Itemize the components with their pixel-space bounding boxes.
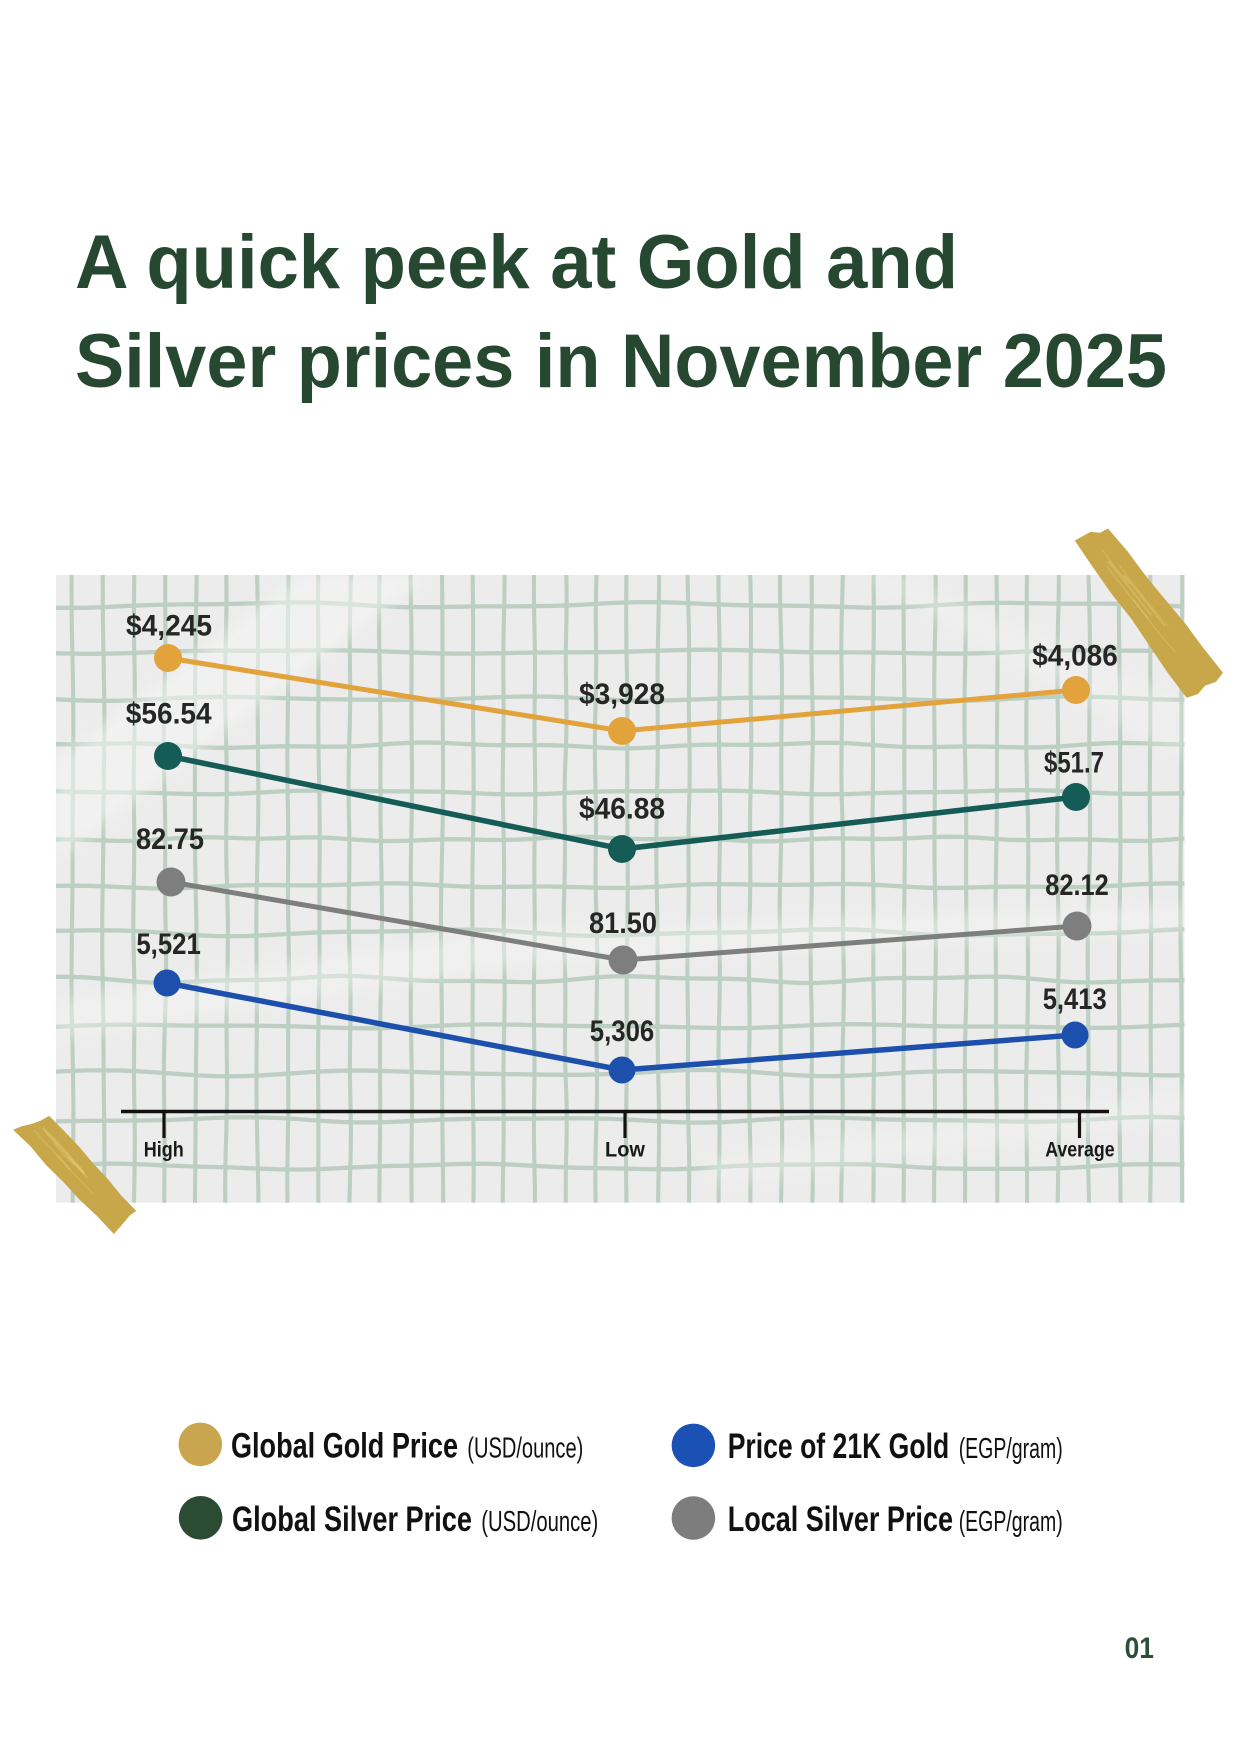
svg-text:$46.88: $46.88	[579, 793, 665, 826]
svg-text:Global Silver Price: Global Silver Price	[232, 1499, 472, 1539]
svg-text:Average: Average	[1045, 1139, 1114, 1162]
svg-text:$56.54: $56.54	[126, 698, 212, 731]
svg-text:$4,245: $4,245	[126, 610, 212, 643]
svg-text:81.50: 81.50	[589, 907, 657, 940]
svg-text:$51.7: $51.7	[1044, 747, 1104, 780]
svg-text:5,521: 5,521	[136, 928, 201, 961]
svg-text:(EGP/gram): (EGP/gram)	[959, 1506, 1063, 1538]
svg-text:(EGP/gram): (EGP/gram)	[959, 1433, 1063, 1465]
svg-text:$4,086: $4,086	[1032, 640, 1118, 673]
svg-text:Price of 21K Gold: Price of 21K Gold	[728, 1426, 950, 1466]
svg-text:5,413: 5,413	[1043, 983, 1107, 1016]
svg-text:5,306: 5,306	[590, 1015, 655, 1048]
svg-text:01: 01	[1125, 1632, 1154, 1665]
svg-text:High: High	[144, 1139, 184, 1162]
svg-text:(USD/ounce): (USD/ounce)	[481, 1506, 598, 1538]
svg-text:Low: Low	[605, 1139, 646, 1162]
svg-text:(USD/ounce): (USD/ounce)	[467, 1433, 583, 1465]
svg-text:82.12: 82.12	[1045, 869, 1109, 902]
svg-text:Silver prices in November 2025: Silver prices in November 2025	[75, 319, 1167, 404]
svg-text:82.75: 82.75	[136, 823, 204, 856]
svg-text:$3,928: $3,928	[579, 678, 665, 711]
svg-text:A quick peek at Gold and: A quick peek at Gold and	[75, 220, 958, 305]
svg-text:Global Gold Price: Global Gold Price	[231, 1426, 458, 1466]
svg-text:Local Silver Price: Local Silver Price	[728, 1499, 953, 1539]
